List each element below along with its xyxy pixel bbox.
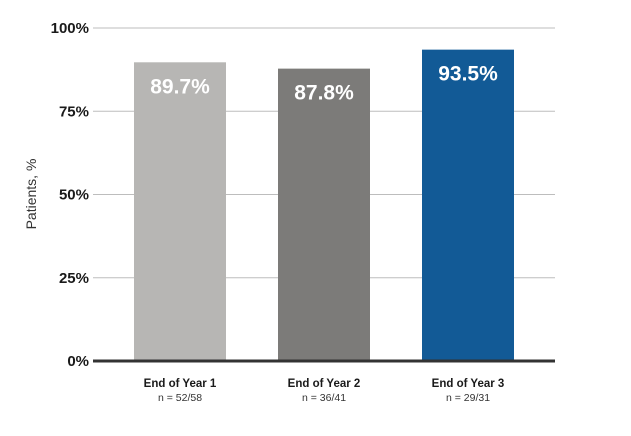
bar [422,49,514,362]
y-axis-label: Patients, % [23,159,39,230]
y-tick-labels: 0% 25% 50% 75% 100% [51,20,89,370]
x-tick-sublabel: n = 36/41 [302,392,346,404]
bar [278,68,370,361]
x-tick-label: End of Year 2 [288,378,361,390]
data-label: 93.5% [438,63,498,86]
y-tick-label: 50% [59,187,89,204]
bars: 89.7% 87.8% 93.5% [134,49,514,362]
data-label: 87.8% [294,82,354,105]
x-tick-sublabel: n = 29/31 [446,392,490,404]
x-tick-sublabel: n = 52/58 [158,392,202,404]
y-tick-label: 0% [67,353,89,370]
data-label: 89.7% [150,75,210,98]
x-tick-label: End of Year 1 [144,378,217,390]
x-tick-labels: End of Year 1 n = 52/58 End of Year 2 n = 3… [144,378,505,404]
bar [134,62,226,361]
y-tick-label: 25% [59,270,89,287]
x-tick-label: End of Year 3 [432,378,505,390]
y-tick-label: 100% [51,20,89,37]
y-tick-label: 75% [59,103,89,120]
